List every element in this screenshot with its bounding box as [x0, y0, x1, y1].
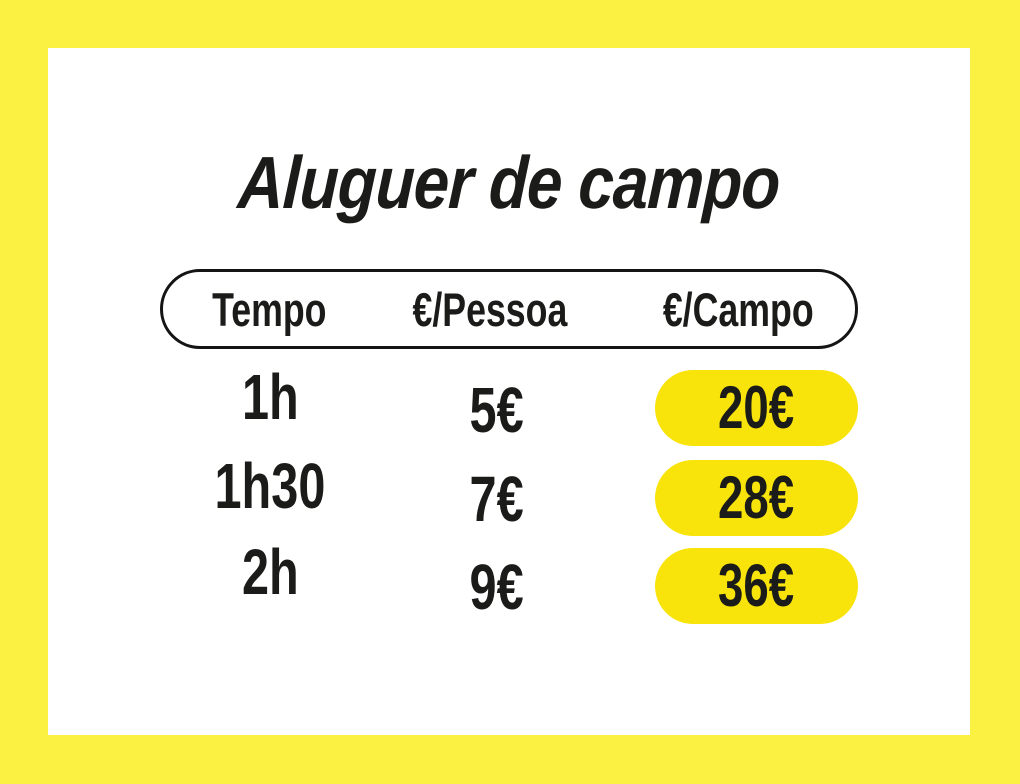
poster-title: Aluguer de campo [48, 141, 970, 224]
header-tempo: Tempo [211, 282, 327, 336]
price-per-field-pill: 20€ [655, 370, 858, 446]
poster-card: Aluguer de campo Tempo €/Pessoa €/Campo … [48, 48, 970, 735]
tempo-cell: 1h [241, 361, 299, 433]
tempo-cell: 1h30 [214, 450, 326, 522]
price-per-field-pill: 36€ [655, 548, 858, 624]
tempo-cell: 2h [241, 536, 299, 608]
price-per-field-pill: 28€ [655, 460, 858, 536]
price-per-person-cell: 5€ [469, 374, 525, 446]
pricing-table-header: Tempo €/Pessoa €/Campo [160, 269, 858, 349]
header-price-per-field: €/Campo [662, 282, 814, 336]
poster-title-text: Aluguer de campo [236, 141, 782, 224]
price-per-person-cell: 9€ [469, 551, 525, 623]
price-per-person-cell: 7€ [469, 463, 525, 535]
header-price-per-person: €/Pessoa [412, 282, 568, 336]
